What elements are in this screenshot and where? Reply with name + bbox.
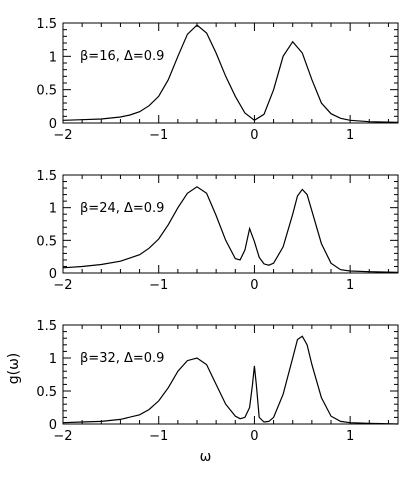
y-tick-label: 0.5 (36, 84, 57, 99)
x-tick-label: −1 (149, 429, 168, 444)
panel-3: −2 −1 0 1 0 0.5 1 1.5 β=32, Δ=0.9 ω g(ω) (6, 319, 399, 465)
y-tick-label: 0 (49, 117, 57, 132)
x-tick-label: −2 (53, 278, 72, 293)
series-line (62, 24, 399, 123)
panel-2: −2 −1 0 1 0 0.5 1 1.5 β=24, Δ=0.9 (36, 169, 399, 293)
x-tick-label: 1 (346, 278, 354, 293)
y-tick-label: 1 (49, 202, 57, 217)
y-tick-label: 1.5 (36, 169, 57, 184)
y-tick-label: 1 (49, 352, 57, 367)
x-tick-label: −2 (53, 128, 72, 143)
plot-frame (62, 324, 399, 425)
panel-annotation: β=16, Δ=0.9 (80, 49, 164, 64)
y-axis-label: g(ω) (6, 353, 22, 385)
x-tick-label: 0 (250, 278, 258, 293)
panel-annotation: β=24, Δ=0.9 (80, 201, 164, 216)
y-tick-label: 0 (49, 418, 57, 433)
x-tick-label: 1 (346, 128, 354, 143)
x-tick-label: −1 (149, 278, 168, 293)
y-tick-label: 1.5 (36, 17, 57, 32)
y-tick-label: 0.5 (36, 234, 57, 249)
plot-frame (62, 174, 399, 274)
y-tick-label: 0 (49, 267, 57, 282)
panel-1: −2 −1 0 1 0 0.5 1 1.5 β=16, Δ=0.9 (36, 17, 399, 143)
y-tick-label: 1 (49, 50, 57, 65)
x-axis-label: ω (200, 449, 212, 465)
series-line (62, 335, 399, 425)
x-tick-label: 1 (346, 429, 354, 444)
panel-annotation: β=32, Δ=0.9 (80, 351, 164, 366)
plot-frame (62, 22, 399, 124)
y-tick-label: 1.5 (36, 319, 57, 334)
y-tick-label: 0.5 (36, 385, 57, 400)
series-line (62, 186, 399, 273)
x-tick-label: −1 (149, 128, 168, 143)
x-tick-label: −2 (53, 429, 72, 444)
x-tick-label: 0 (250, 128, 258, 143)
x-tick-label: 0 (250, 429, 258, 444)
